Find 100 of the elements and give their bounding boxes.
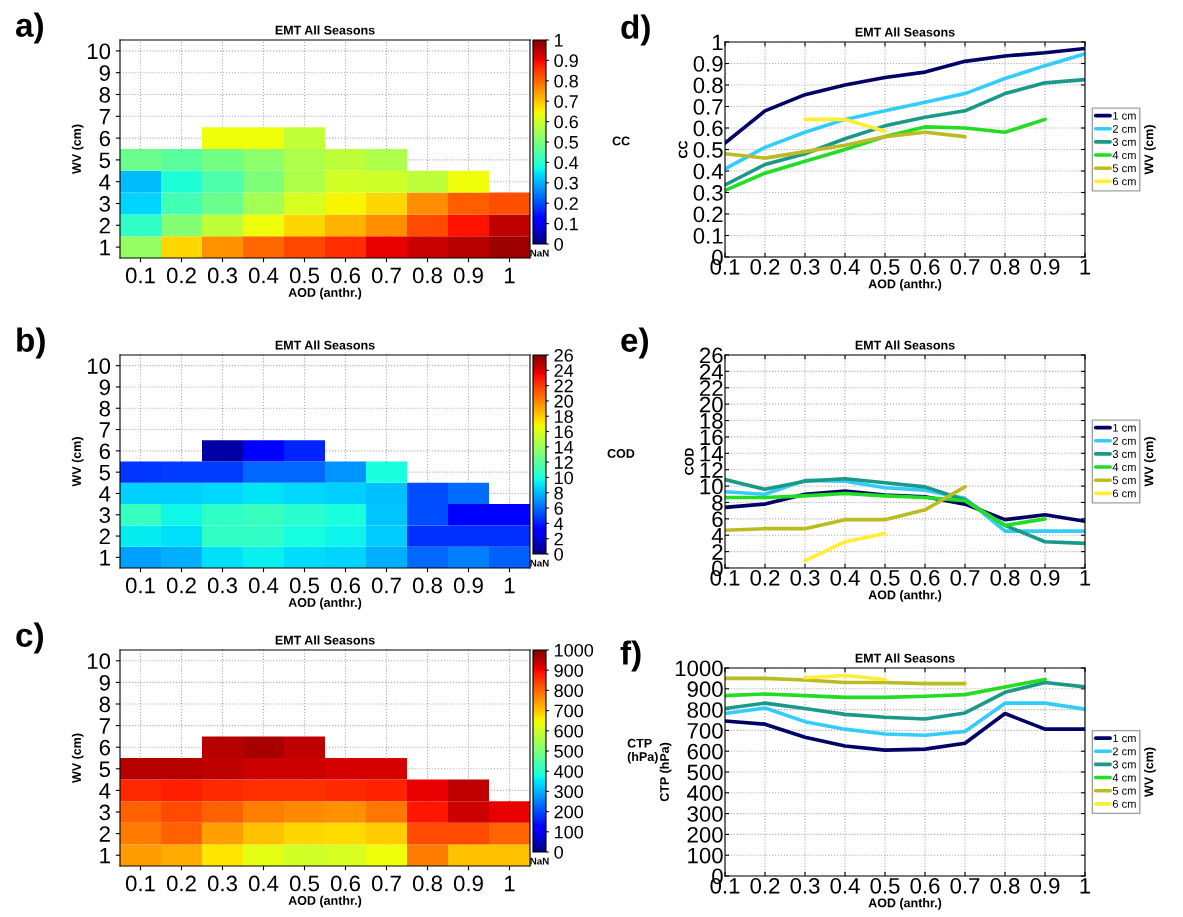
x-tick-label: 0.9 bbox=[453, 875, 483, 892]
y-tick-label: 7 bbox=[99, 109, 110, 125]
x-tick-label: 0.9 bbox=[453, 577, 483, 594]
x-tick-label: 1 bbox=[505, 267, 515, 284]
x-tick-label: 0.8 bbox=[990, 569, 1020, 586]
y-tick-label: 800 bbox=[687, 702, 723, 718]
y-tick-label: 3 bbox=[99, 804, 110, 821]
x-tick-label: 0.7 bbox=[371, 875, 401, 892]
x-tick-label: 0.1 bbox=[125, 577, 155, 594]
y-tick-label: 2 bbox=[99, 217, 110, 234]
color-bar-label: 16 bbox=[555, 425, 573, 439]
legend-label: 5 cm bbox=[1112, 476, 1136, 485]
color-bar-label: 0.4 bbox=[554, 156, 579, 170]
x-tick-label: 0.2 bbox=[166, 267, 196, 284]
text: f) bbox=[620, 640, 641, 672]
color-bar-label: 14 bbox=[555, 440, 574, 454]
y-tick-label: 20 bbox=[700, 396, 723, 413]
y-tick-label: 500 bbox=[687, 764, 723, 781]
y-tick-label: 0.6 bbox=[693, 120, 723, 137]
line-series bbox=[725, 711, 1085, 752]
x-tick-label: 0.9 bbox=[1030, 258, 1060, 275]
x-tick-label: 0.2 bbox=[166, 875, 196, 892]
legend-label: 3 cm bbox=[1112, 138, 1136, 146]
x-tick-label: 0.5 bbox=[289, 577, 320, 594]
x-tick-label: 0.8 bbox=[412, 577, 442, 594]
x-axis-title: AOD (anthr.) bbox=[868, 279, 942, 291]
color-bar-label: 10 bbox=[555, 471, 574, 485]
y-axis-title: WV (cm) bbox=[71, 733, 84, 783]
y-tick-label: 4 bbox=[99, 174, 111, 190]
y-tick-label: 0.9 bbox=[693, 56, 723, 72]
x-tick-label: 1 bbox=[1080, 878, 1091, 894]
line-series bbox=[725, 130, 967, 160]
legend-label: 2 cm bbox=[1112, 747, 1136, 756]
y-tick-label: 18 bbox=[700, 413, 723, 429]
x-tick-label: 0.8 bbox=[990, 258, 1020, 275]
x-axis-title: AOD (anthr.) bbox=[868, 590, 942, 602]
x-axis-title: AOD (anthr.) bbox=[288, 597, 362, 610]
color-bar-label: 0.7 bbox=[554, 95, 578, 108]
x-tick-label: 0.7 bbox=[950, 569, 980, 586]
color-bar-label: 26 bbox=[554, 348, 573, 362]
x-tick-label: 0.8 bbox=[412, 875, 442, 892]
y-tick-label: 4 bbox=[99, 783, 111, 799]
text: d) bbox=[621, 14, 650, 46]
x-tick-label: 0.3 bbox=[207, 875, 237, 892]
x-tick-label: 0.3 bbox=[790, 569, 820, 586]
y-tick-label: 8 bbox=[99, 87, 111, 103]
x-tick-label: 0.4 bbox=[830, 877, 860, 894]
y-tick-label: 6 bbox=[99, 739, 110, 756]
line-series bbox=[725, 46, 1085, 145]
y-tick-label: 5 bbox=[99, 464, 111, 481]
color-bar-label: 12 bbox=[555, 456, 573, 469]
y-tick-label: 7 bbox=[99, 718, 110, 734]
x-tick-label: 1 bbox=[505, 875, 515, 892]
y-tick-label: 1 bbox=[712, 34, 723, 51]
legend-label: 4 cm bbox=[1112, 773, 1136, 782]
x-tick-label: 0.3 bbox=[207, 267, 237, 284]
legend-label: 2 cm bbox=[1112, 436, 1136, 445]
line-series bbox=[725, 677, 1047, 700]
color-bar-label: 24 bbox=[554, 364, 574, 377]
x-tick-label: 0.7 bbox=[371, 577, 401, 594]
x-tick-label: 0.5 bbox=[870, 258, 900, 275]
x-axis-title: AOD (anthr.) bbox=[288, 287, 362, 300]
x-tick-label: 0.5 bbox=[289, 875, 320, 892]
line-series bbox=[725, 117, 1047, 193]
legend-label: 3 cm bbox=[1112, 760, 1136, 769]
legend-label: 4 cm bbox=[1112, 463, 1136, 472]
y-tick-label: 10 bbox=[700, 478, 723, 495]
color-bar-label: 1 bbox=[555, 34, 563, 47]
y-tick-label: 0.1 bbox=[693, 228, 723, 244]
x-tick-label: 0.5 bbox=[870, 569, 900, 586]
chart-title: EMT All Seasons bbox=[855, 27, 955, 37]
y-tick-label: 10 bbox=[87, 358, 111, 374]
x-tick-label: 0.9 bbox=[1030, 877, 1060, 894]
color-bar-label: 4 bbox=[554, 517, 564, 530]
x-tick-label: 0.3 bbox=[207, 577, 237, 594]
legend-label: 1 cm bbox=[1113, 734, 1136, 743]
y-tick-label: 6 bbox=[99, 130, 110, 147]
color-bar-label: 8 bbox=[554, 486, 563, 500]
y-tick-label: 5 bbox=[99, 152, 111, 169]
x-axis-title: AOD (anthr.) bbox=[868, 898, 942, 910]
x-tick-label: 0.4 bbox=[830, 569, 860, 586]
y-axis-title: COD bbox=[684, 448, 694, 475]
color-bar-label: 0.3 bbox=[554, 176, 578, 190]
y-tick-label: 4 bbox=[711, 527, 723, 544]
y-axis-title: WV (cm) bbox=[71, 437, 84, 487]
legend-label: 6 cm bbox=[1112, 489, 1136, 498]
y-tick-label: 0.8 bbox=[693, 77, 723, 94]
color-bar-label: 20 bbox=[554, 394, 574, 408]
y-axis-title: CC bbox=[678, 140, 688, 159]
line-series bbox=[725, 77, 1085, 187]
y-tick-label: 200 bbox=[687, 826, 723, 843]
x-tick-label: 0.6 bbox=[910, 877, 940, 894]
legend-label: 6 cm bbox=[1112, 177, 1136, 186]
legend-title: WV (cm) bbox=[1144, 125, 1156, 175]
y-tick-label: 9 bbox=[99, 674, 110, 691]
color-bar-label: 0.5 bbox=[554, 135, 578, 149]
x-tick-label: 0.8 bbox=[412, 267, 442, 284]
color-bar-label: 0.9 bbox=[554, 54, 578, 68]
y-tick-label: 1 bbox=[100, 239, 110, 256]
line-series bbox=[725, 52, 1085, 171]
